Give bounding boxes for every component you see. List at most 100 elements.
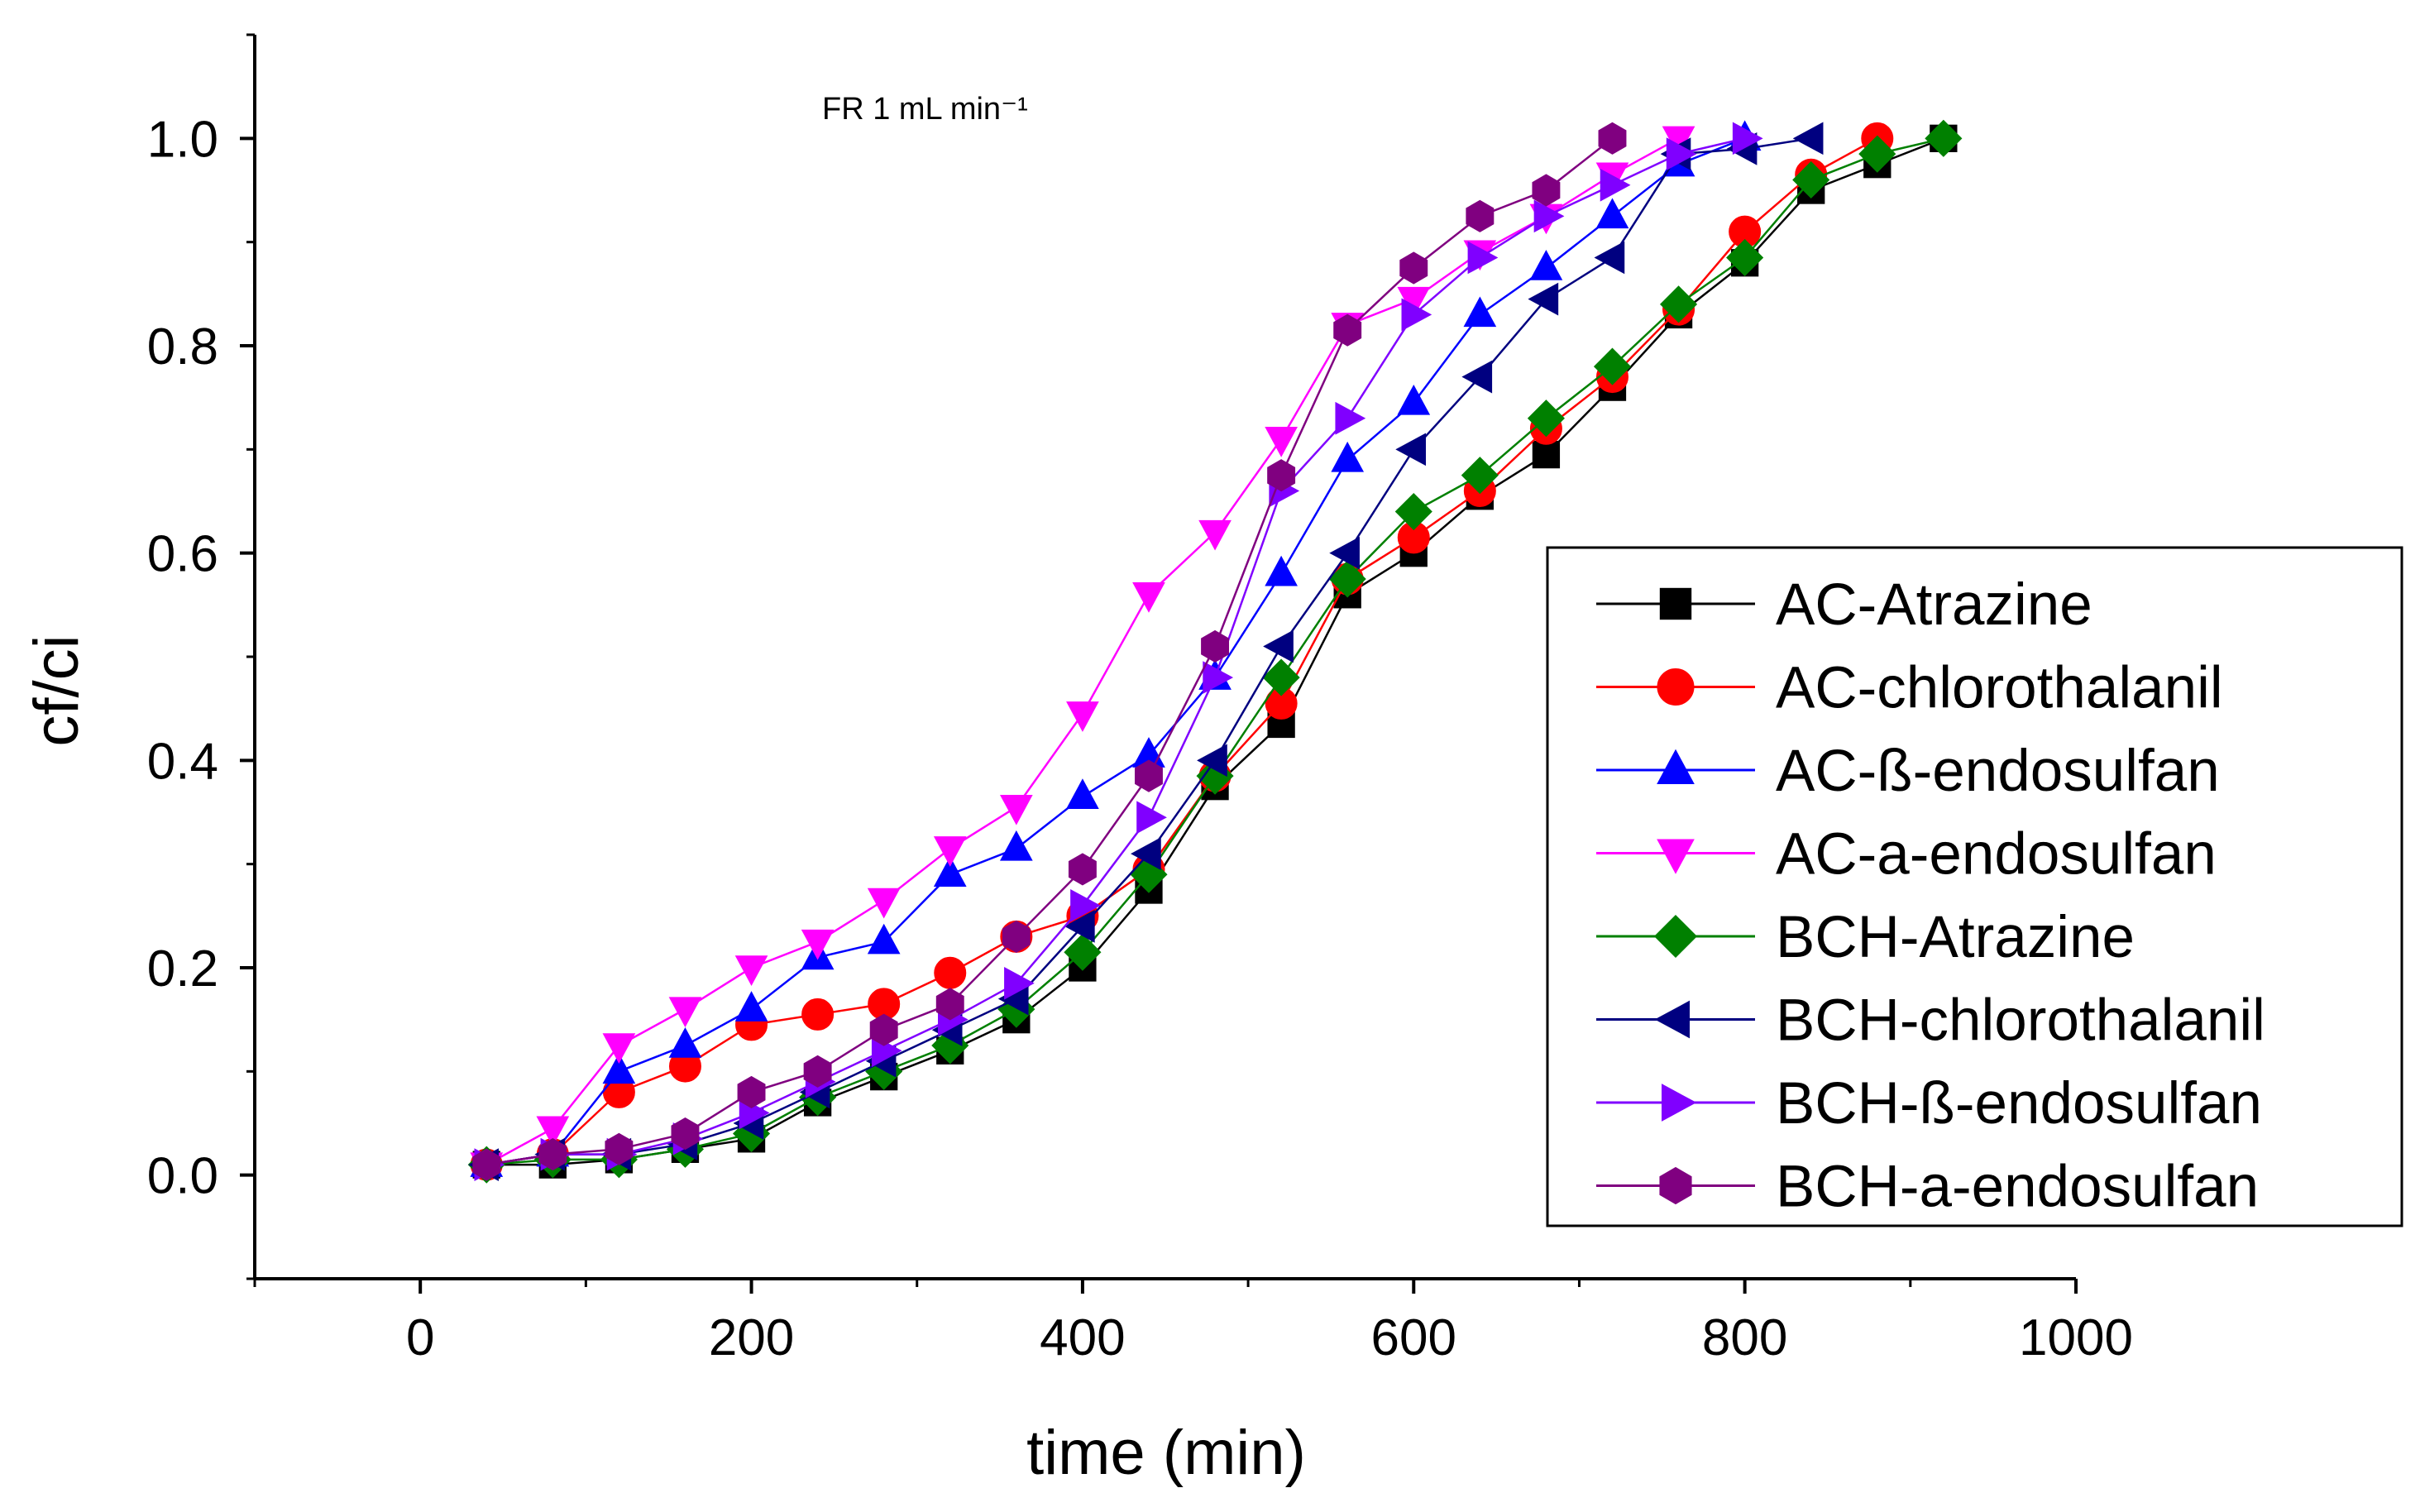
- data-point: [1131, 837, 1161, 870]
- data-point: [1593, 347, 1632, 385]
- data-point: [1732, 122, 1763, 156]
- legend-marker: [1662, 1084, 1697, 1122]
- legend-label: AC-Atrazine: [1776, 572, 2092, 638]
- legend-label: BCH-Atrazine: [1776, 905, 2135, 970]
- legend-item: BCH-chlorothalanil: [1596, 988, 2265, 1054]
- data-point: [737, 1075, 766, 1108]
- data-point: [1267, 459, 1296, 492]
- axes: 0.0 0.2 0.4 0.6 0.8 1.0 0 200 400 600 800 1000: [147, 33, 2133, 1366]
- legend-marker: [1654, 1000, 1690, 1039]
- data-point: [1461, 360, 1493, 394]
- x-tick-label: 0: [406, 1309, 434, 1366]
- legend-item: AC-chlorothalanil: [1596, 656, 2223, 721]
- legend-label: AC-a-endosulfan: [1776, 822, 2217, 888]
- data-point: [602, 1033, 636, 1064]
- data-point: [1397, 384, 1431, 415]
- x-tick-label: 400: [1040, 1309, 1125, 1366]
- legend-marker: [1659, 1166, 1692, 1205]
- data-point: [1066, 701, 1099, 732]
- data-point: [1329, 536, 1360, 570]
- y-tick-label: 0.2: [147, 940, 218, 998]
- data-point: [1666, 137, 1697, 170]
- data-point: [1198, 519, 1232, 551]
- data-point: [1598, 122, 1627, 155]
- data-point: [1660, 285, 1698, 323]
- data-point: [999, 794, 1033, 825]
- data-point: [602, 1053, 636, 1084]
- series-line: [485, 137, 1680, 1166]
- x-ticks: 0 200 400 600 800 1000: [253, 1279, 2133, 1366]
- data-point: [1466, 199, 1495, 232]
- legend-item: BCH-ß-endosulfan: [1596, 1071, 2262, 1136]
- legend-label: BCH-chlorothalanil: [1776, 988, 2265, 1054]
- legend-marker: [1657, 668, 1695, 706]
- legend-frame: [1546, 546, 2403, 1227]
- y-tick-label: 0.8: [147, 318, 218, 376]
- data-point: [538, 1138, 567, 1171]
- data-point: [1533, 199, 1565, 233]
- series-layer: [467, 119, 1963, 1184]
- y-tick-label: 1.0: [147, 111, 218, 168]
- legend-label: AC-ß-endosulfan: [1776, 739, 2220, 804]
- data-point: [1529, 250, 1563, 280]
- flow-rate-annotation: FR 1 mL min⁻¹: [822, 92, 1028, 127]
- data-point: [1066, 778, 1099, 809]
- data-point: [1792, 122, 1824, 156]
- x-tick-label: 200: [709, 1309, 794, 1366]
- x-tick-label: 800: [1702, 1309, 1787, 1366]
- data-point: [1265, 427, 1298, 457]
- data-point: [933, 856, 967, 887]
- data-point: [1461, 457, 1499, 495]
- data-point: [869, 1013, 898, 1046]
- data-point: [1532, 440, 1561, 469]
- data-point: [803, 1055, 832, 1088]
- data-point: [1070, 888, 1101, 922]
- x-axis-title: time (min): [1026, 1418, 1306, 1488]
- y-tick-label: 0.0: [147, 1148, 218, 1205]
- legend-item: AC-ß-endosulfan: [1596, 739, 2220, 804]
- data-point: [1600, 168, 1631, 202]
- data-point: [1395, 433, 1427, 467]
- data-point: [668, 1027, 702, 1058]
- y-ticks: 0.0 0.2 0.4 0.6 0.8 1.0: [147, 33, 255, 1280]
- data-point: [1331, 441, 1365, 472]
- data-point: [1265, 555, 1298, 586]
- data-point: [1333, 313, 1362, 347]
- legend-marker: [1653, 914, 1698, 959]
- legend-item: BCH-Atrazine: [1596, 905, 2135, 970]
- data-point: [1132, 582, 1165, 613]
- data-point: [1136, 801, 1167, 835]
- data-point: [1467, 241, 1499, 275]
- data-point: [801, 929, 835, 960]
- data-point: [1203, 661, 1234, 694]
- y-tick-label: 0.6: [147, 526, 218, 583]
- data-point: [1135, 759, 1163, 792]
- legend-item: AC-Atrazine: [1596, 572, 2092, 638]
- data-point: [1726, 238, 1764, 277]
- data-point: [605, 1132, 634, 1165]
- data-point: [1463, 296, 1497, 328]
- data-point: [1262, 658, 1300, 696]
- y-axis-title: cf/ci: [22, 634, 92, 746]
- data-point: [1002, 920, 1031, 953]
- y-tick-label: 0.4: [147, 733, 218, 790]
- data-point: [1532, 174, 1561, 207]
- data-point: [867, 923, 901, 955]
- legend-label: BCH-ß-endosulfan: [1776, 1071, 2262, 1136]
- data-point: [1527, 400, 1565, 438]
- data-point: [1064, 910, 1095, 943]
- legend-marker: [1659, 587, 1692, 620]
- legend-marker: [1657, 839, 1695, 874]
- data-point: [1595, 198, 1629, 229]
- series-7: [472, 122, 1627, 1181]
- data-point: [1335, 401, 1366, 435]
- data-point: [1004, 966, 1035, 1000]
- data-point: [668, 997, 702, 1028]
- data-point: [1263, 629, 1294, 663]
- data-point: [671, 1117, 700, 1151]
- data-point: [1858, 135, 1896, 173]
- legend-item: BCH-a-endosulfan: [1596, 1155, 2259, 1220]
- data-point: [801, 998, 835, 1031]
- data-point: [1201, 629, 1230, 663]
- data-point: [1594, 241, 1625, 275]
